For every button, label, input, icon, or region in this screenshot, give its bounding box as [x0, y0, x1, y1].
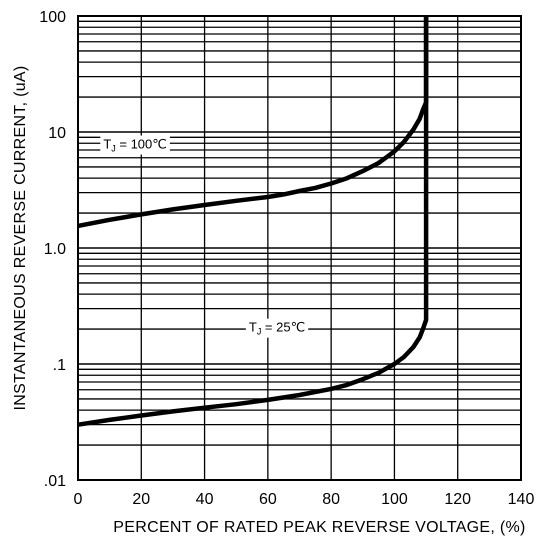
series-label-background	[245, 318, 309, 338]
series-label-tj-100: TJ = 100℃	[100, 135, 170, 155]
y-tick-label: 1.0	[44, 241, 66, 258]
curves	[77, 16, 429, 427]
x-tick-label: 0	[74, 491, 83, 508]
series-line-tj-25	[77, 16, 429, 427]
x-tick-label: 40	[196, 491, 214, 508]
x-tick-label: 80	[322, 491, 340, 508]
series-line-tj-100	[77, 16, 429, 229]
grid	[77, 15, 522, 481]
x-tick-label: 20	[132, 491, 150, 508]
y-tick-label: 10	[48, 125, 66, 142]
series-label-text: TJ = 100℃	[103, 137, 167, 154]
plot-frame	[77, 15, 522, 481]
y-tick-label: .1	[53, 357, 66, 374]
y-tick-label: 100	[39, 9, 66, 26]
x-tick-label: 60	[259, 491, 277, 508]
annotations: TJ = 100℃ TJ = 25℃	[100, 135, 309, 338]
x-axis-label: PERCENT OF RATED PEAK REVERSE VOLTAGE, (…	[113, 519, 525, 536]
series-label-background	[100, 135, 170, 155]
series-label-text: TJ = 25℃	[249, 320, 305, 337]
x-tick-label: 140	[508, 491, 535, 508]
y-axis-label: INSTANTANEOUS REVERSE CURRENT, (uA)	[12, 65, 29, 410]
tick-labels: 0 20 40 60 80 100 120 140 .01 .1 1.0 10 100	[39, 9, 534, 508]
series-label-tj-25: TJ = 25℃	[245, 318, 309, 338]
x-tick-label: 100	[381, 491, 408, 508]
x-tick-label: 120	[444, 491, 471, 508]
y-tick-label: .01	[44, 473, 66, 490]
